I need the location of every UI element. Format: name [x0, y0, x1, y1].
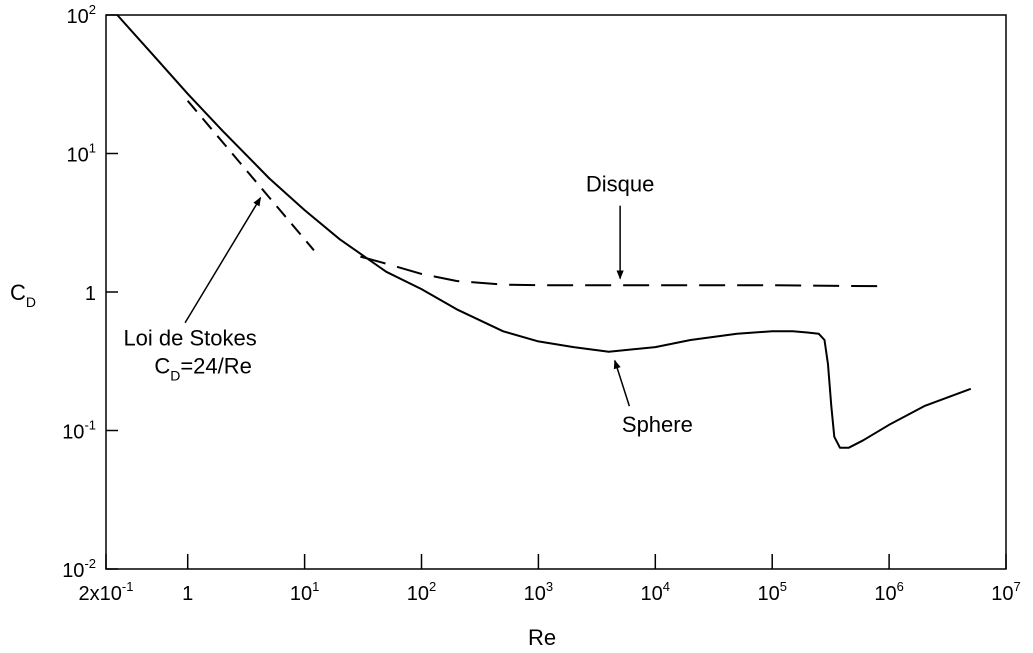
plot-frame — [105, 14, 1007, 570]
x-tick-label: 107 — [991, 579, 1020, 605]
stokes-formula-rest: =24/Re — [180, 354, 252, 379]
x-tick-label-exponent: -1 — [122, 579, 134, 594]
x-tick-label-exponent: 3 — [546, 579, 553, 594]
y-tick-label-base: 1 — [85, 283, 96, 305]
x-tick-label-exponent: 5 — [780, 579, 787, 594]
series-loi-de-stokes-line — [186, 100, 315, 251]
x-tick-label: 106 — [874, 579, 903, 605]
x-axis-ticks: 2x10-1 1 101 102 103 104 105 106 107 — [79, 554, 1021, 605]
x-tick-label: 102 — [407, 579, 436, 605]
sphere-label: Sphere — [622, 412, 693, 437]
x-tick-label: 104 — [641, 579, 670, 605]
series-disque-line — [360, 255, 890, 288]
x-tick-label-exponent: 6 — [897, 579, 904, 594]
x-tick-label: 1 — [182, 583, 193, 605]
x-tick-label-exponent: 2 — [429, 579, 436, 594]
disque-label: Disque — [586, 172, 654, 197]
y-tick-label: 10-2 — [62, 556, 96, 582]
stokes-label: Loi de Stokes — [123, 326, 256, 351]
stokes-formula-subscript: D — [170, 368, 180, 384]
stokes-arrow — [184, 196, 262, 324]
x-tick-label: 2x10-1 — [79, 579, 134, 605]
stokes-formula-main: C — [154, 354, 170, 379]
x-tick-label-base: 10 — [524, 583, 546, 605]
y-tick-label-exponent: -1 — [84, 418, 96, 433]
x-tick-label-exponent: 7 — [1014, 579, 1021, 594]
y-tick-label: 102 — [67, 2, 96, 28]
x-tick-label-base: 1 — [182, 583, 193, 605]
x-tick-label-base: 10 — [407, 583, 429, 605]
x-tick-label-exponent: 4 — [663, 579, 670, 594]
y-tick-label-exponent: 2 — [89, 2, 96, 17]
y-tick-label-exponent: 1 — [89, 141, 96, 156]
y-tick-label: 1 — [85, 283, 96, 305]
y-axis-title-subscript: D — [26, 294, 36, 310]
y-tick-label-base: 10 — [62, 560, 84, 582]
x-tick-label-exponent: 1 — [312, 579, 319, 594]
x-tick-label-base: 10 — [757, 583, 779, 605]
y-tick-label: 10-1 — [62, 418, 96, 444]
y-tick-label-base: 10 — [67, 145, 89, 167]
y-tick-label-exponent: -2 — [84, 556, 96, 571]
y-axis-title-main: C — [10, 280, 26, 305]
y-axis-title: CD — [10, 280, 36, 310]
x-tick-label-base: 10 — [874, 583, 896, 605]
x-tick-label-base: 10 — [290, 583, 312, 605]
y-tick-label-base: 10 — [67, 6, 89, 28]
y-tick-label: 101 — [67, 141, 96, 167]
annotations-layer: Disque Sphere Loi de Stokes CD=24/Re — [123, 172, 692, 437]
y-tick-label-base: 10 — [62, 422, 84, 444]
x-axis-title: Re — [528, 625, 556, 650]
x-tick-label: 105 — [757, 579, 786, 605]
x-tick-label-base: 10 — [991, 583, 1013, 605]
x-tick-label: 101 — [290, 579, 319, 605]
x-tick-label-base: 2x10 — [79, 583, 122, 605]
stokes-formula: CD=24/Re — [154, 354, 252, 384]
x-tick-label: 103 — [524, 579, 553, 605]
series-layer — [116, 14, 972, 449]
x-tick-label-base: 10 — [641, 583, 663, 605]
sphere-arrow — [613, 359, 631, 407]
series-sphere-line — [116, 14, 972, 449]
